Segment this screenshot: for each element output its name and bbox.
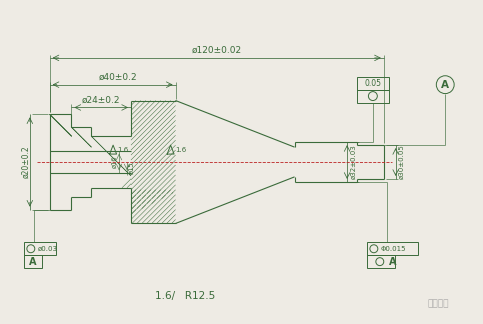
- Text: 1.6/   R12.5: 1.6/ R12.5: [156, 291, 215, 301]
- Bar: [367, 255, 395, 268]
- Text: ø32±0.03: ø32±0.03: [350, 145, 356, 179]
- Bar: [367, 242, 418, 255]
- Text: ø16: ø16: [111, 156, 117, 168]
- Bar: [24, 242, 56, 255]
- Bar: [357, 77, 389, 90]
- Text: 海越科技: 海越科技: [427, 300, 449, 309]
- Text: ø0.03: ø0.03: [38, 246, 58, 252]
- Text: ø24±0.2: ø24±0.2: [82, 96, 120, 105]
- Text: ø15: ø15: [129, 162, 135, 174]
- Text: 1.6: 1.6: [117, 147, 129, 153]
- Text: ø40±0.2: ø40±0.2: [98, 73, 137, 82]
- Bar: [357, 90, 389, 102]
- Text: Φ0.015: Φ0.015: [381, 246, 406, 252]
- Text: A: A: [441, 80, 449, 90]
- Text: ø20±0.2: ø20±0.2: [21, 146, 30, 178]
- Text: ø30±0.05: ø30±0.05: [398, 145, 405, 179]
- Text: ø120±0.02: ø120±0.02: [192, 46, 242, 55]
- Text: A: A: [389, 257, 396, 267]
- Text: A: A: [29, 257, 37, 267]
- Bar: [24, 255, 42, 268]
- Text: 0.05: 0.05: [364, 79, 382, 88]
- Text: 1.6: 1.6: [175, 147, 186, 153]
